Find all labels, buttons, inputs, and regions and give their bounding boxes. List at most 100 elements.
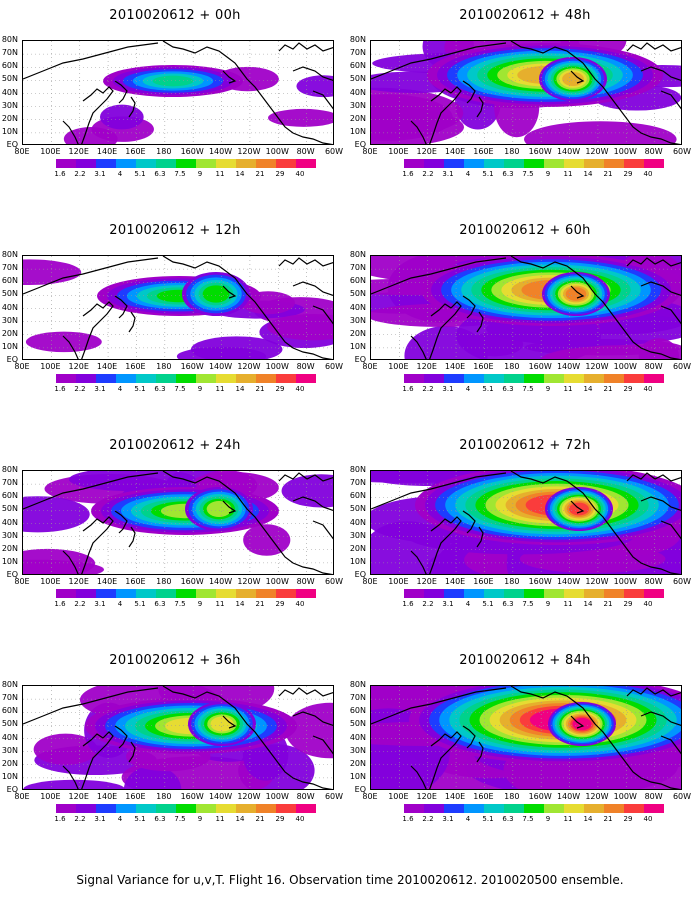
colorbar-swatch	[176, 804, 196, 813]
coastline	[292, 66, 333, 81]
colorbar-label: 21	[603, 170, 613, 178]
panel-title: 2010020612 + 36h	[109, 653, 241, 668]
colorbar-swatch	[484, 159, 504, 168]
coastline	[278, 257, 333, 267]
latitude-label: 40N	[349, 732, 366, 742]
longitude-label: 100W	[613, 362, 637, 371]
colorbar-swatch	[644, 804, 664, 813]
latitude-label: EQ	[6, 785, 18, 794]
map-svg	[371, 686, 681, 789]
colorbar-swatch	[116, 589, 136, 598]
colorbar-swatch	[156, 374, 176, 383]
colorbar-swatch	[584, 804, 604, 813]
colorbar-swatch	[196, 159, 216, 168]
latitude-label: 10N	[349, 556, 366, 566]
coastline	[660, 305, 681, 325]
colorbar-swatch	[56, 374, 76, 383]
colorbar-swatch	[544, 804, 564, 813]
colorbar-swatch	[604, 804, 624, 813]
longitude-label: 80E	[14, 577, 30, 586]
longitude-label: 60W	[324, 362, 344, 371]
colorbar-swatch	[444, 804, 464, 813]
longitude-label: 140E	[96, 792, 118, 801]
longitude-label: 100E	[40, 792, 61, 801]
longitude-label: 160W	[180, 147, 204, 156]
colorbar-swatch	[76, 804, 96, 813]
colorbar-label: 14	[583, 815, 593, 823]
colorbar-label: 4	[117, 815, 123, 823]
map-svg	[23, 471, 333, 574]
map-panel: 2010020612 + 48h 80N 70N 60N 50N 40N 30N 20N 10N…	[0, 0, 700, 225]
latitude-label: EQ	[354, 355, 366, 364]
colorbar-swatch	[464, 159, 484, 168]
colorbar-labels: 1.6 2.2 3.1 4 5.1 6.3 7.5 9 11 14 21 29 40	[50, 386, 310, 393]
colorbar-label: 21	[255, 385, 265, 393]
colorbar-label: 11	[563, 170, 573, 178]
latitude-label: 80N	[349, 680, 366, 689]
latitude-label: 30N	[1, 100, 18, 110]
latitude-label: 50N	[349, 74, 366, 84]
colorbar-swatch	[196, 589, 216, 598]
latitude-label: 60N	[1, 706, 18, 716]
latitude-label: 60N	[1, 61, 18, 71]
colorbar-swatch	[524, 804, 544, 813]
colorbar-label: 5.1	[482, 815, 494, 823]
colorbar-swatch	[444, 159, 464, 168]
coastline	[570, 500, 585, 514]
colorbar	[404, 159, 664, 168]
colorbar	[56, 589, 316, 598]
coastline	[222, 70, 237, 84]
longitude-label: 120W	[237, 147, 261, 156]
colorbar-label: 29	[275, 385, 285, 393]
colorbar-label: 2.2	[74, 815, 86, 823]
coastline	[278, 42, 333, 52]
map-panel: 2010020612 + 84h 80N 70N 60N 50N 40N 30N 20N 10N…	[0, 645, 700, 870]
coastline	[640, 711, 681, 726]
latitude-label: 70N	[1, 478, 18, 488]
colorbar-swatch	[604, 159, 624, 168]
colorbar-swatch	[504, 159, 524, 168]
coastline	[510, 41, 681, 144]
colorbar-swatch	[276, 159, 296, 168]
map-svg	[371, 41, 681, 144]
colorbar-label: 6.3	[502, 600, 514, 608]
longitude-label: 140E	[96, 577, 118, 586]
latitude-label: 70N	[349, 48, 366, 58]
colorbar-swatch	[624, 804, 644, 813]
coastline	[462, 80, 476, 104]
colorbar-label: 7.5	[174, 385, 186, 393]
colorbar-label: 4	[465, 170, 471, 178]
colorbar-swatch	[116, 159, 136, 168]
colorbar-swatch	[504, 374, 524, 383]
longitude-label: 60W	[672, 792, 692, 801]
longitude-label: 120E	[416, 792, 437, 801]
latitude-label: 60N	[349, 276, 366, 286]
coastline	[114, 725, 128, 749]
colorbar-label: 1.6	[402, 385, 414, 393]
longitude-label: 80W	[296, 577, 315, 586]
colorbar-swatch	[296, 159, 316, 168]
coastline	[162, 686, 333, 789]
longitude-label: 160W	[528, 792, 552, 801]
colorbar-swatch	[296, 804, 316, 813]
latitude-label: 10N	[1, 341, 18, 351]
map-panel: 2010020612 + 12h 80N 70N 60N 50N 40N 30N 20N 10N…	[0, 215, 700, 440]
longitude-label: 60W	[672, 147, 692, 156]
colorbar-label: 4	[465, 385, 471, 393]
longitude-label: 100E	[40, 577, 61, 586]
colorbar-swatch	[424, 374, 444, 383]
colorbar-swatch	[444, 589, 464, 598]
colorbar-swatch	[564, 804, 584, 813]
latitude-label: EQ	[354, 140, 366, 149]
latitude-label: 30N	[349, 315, 366, 325]
colorbar-label: 14	[235, 815, 245, 823]
coastline	[660, 90, 681, 110]
latitude-label: 20N	[349, 113, 366, 123]
longitude-label: 120W	[585, 362, 609, 371]
latitude-label: EQ	[6, 570, 18, 579]
latitude-label: 60N	[349, 491, 366, 501]
longitude-label: 60W	[324, 147, 344, 156]
longitude-label: 160E	[473, 577, 494, 586]
latitude-label: 10N	[1, 126, 18, 136]
colorbar-label: 6.3	[154, 600, 166, 608]
